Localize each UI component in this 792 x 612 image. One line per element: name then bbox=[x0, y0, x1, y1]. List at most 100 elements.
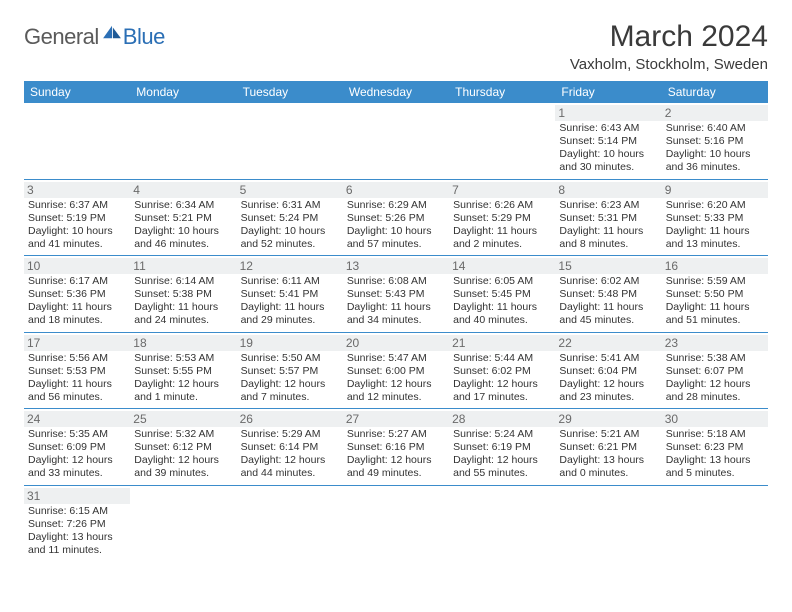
calendar-row: 10Sunrise: 6:17 AMSunset: 5:36 PMDayligh… bbox=[24, 256, 768, 333]
calendar-cell: 26Sunrise: 5:29 AMSunset: 6:14 PMDayligh… bbox=[237, 409, 343, 486]
sunrise-text: Sunrise: 5:50 AM bbox=[241, 352, 339, 365]
calendar-cell: 18Sunrise: 5:53 AMSunset: 5:55 PMDayligh… bbox=[130, 332, 236, 409]
daylight-text: Daylight: 12 hours and 7 minutes. bbox=[241, 378, 339, 404]
sunrise-text: Sunrise: 6:31 AM bbox=[241, 199, 339, 212]
day-number: 29 bbox=[555, 411, 661, 427]
sunset-text: Sunset: 6:23 PM bbox=[666, 441, 764, 454]
calendar-row: 17Sunrise: 5:56 AMSunset: 5:53 PMDayligh… bbox=[24, 332, 768, 409]
sunrise-text: Sunrise: 6:23 AM bbox=[559, 199, 657, 212]
sunset-text: Sunset: 5:45 PM bbox=[453, 288, 551, 301]
day-number: 4 bbox=[130, 182, 236, 198]
sunrise-text: Sunrise: 5:27 AM bbox=[347, 428, 445, 441]
calendar-cell bbox=[449, 485, 555, 561]
day-number: 9 bbox=[662, 182, 768, 198]
day-number: 30 bbox=[662, 411, 768, 427]
sunrise-text: Sunrise: 6:37 AM bbox=[28, 199, 126, 212]
day-number: 14 bbox=[449, 258, 555, 274]
sunrise-text: Sunrise: 5:59 AM bbox=[666, 275, 764, 288]
calendar-cell: 3Sunrise: 6:37 AMSunset: 5:19 PMDaylight… bbox=[24, 179, 130, 256]
daylight-text: Daylight: 10 hours and 41 minutes. bbox=[28, 225, 126, 251]
calendar-cell: 6Sunrise: 6:29 AMSunset: 5:26 PMDaylight… bbox=[343, 179, 449, 256]
calendar-row: 3Sunrise: 6:37 AMSunset: 5:19 PMDaylight… bbox=[24, 179, 768, 256]
daylight-text: Daylight: 10 hours and 46 minutes. bbox=[134, 225, 232, 251]
sunset-text: Sunset: 5:50 PM bbox=[666, 288, 764, 301]
day-number: 18 bbox=[130, 335, 236, 351]
daylight-text: Daylight: 11 hours and 56 minutes. bbox=[28, 378, 126, 404]
sunset-text: Sunset: 5:36 PM bbox=[28, 288, 126, 301]
weekday-header: Saturday bbox=[662, 81, 768, 103]
calendar-cell: 29Sunrise: 5:21 AMSunset: 6:21 PMDayligh… bbox=[555, 409, 661, 486]
calendar-cell: 23Sunrise: 5:38 AMSunset: 6:07 PMDayligh… bbox=[662, 332, 768, 409]
daylight-text: Daylight: 11 hours and 40 minutes. bbox=[453, 301, 551, 327]
sunrise-text: Sunrise: 6:26 AM bbox=[453, 199, 551, 212]
sunset-text: Sunset: 6:21 PM bbox=[559, 441, 657, 454]
sunrise-text: Sunrise: 6:02 AM bbox=[559, 275, 657, 288]
calendar-cell: 28Sunrise: 5:24 AMSunset: 6:19 PMDayligh… bbox=[449, 409, 555, 486]
calendar-cell: 4Sunrise: 6:34 AMSunset: 5:21 PMDaylight… bbox=[130, 179, 236, 256]
daylight-text: Daylight: 12 hours and 12 minutes. bbox=[347, 378, 445, 404]
day-number: 2 bbox=[662, 105, 768, 121]
calendar-cell: 15Sunrise: 6:02 AMSunset: 5:48 PMDayligh… bbox=[555, 256, 661, 333]
sunset-text: Sunset: 5:29 PM bbox=[453, 212, 551, 225]
day-number: 27 bbox=[343, 411, 449, 427]
day-number: 5 bbox=[237, 182, 343, 198]
day-number: 13 bbox=[343, 258, 449, 274]
sunset-text: Sunset: 6:04 PM bbox=[559, 365, 657, 378]
sunset-text: Sunset: 5:53 PM bbox=[28, 365, 126, 378]
sunset-text: Sunset: 5:14 PM bbox=[559, 135, 657, 148]
daylight-text: Daylight: 10 hours and 52 minutes. bbox=[241, 225, 339, 251]
day-number: 1 bbox=[555, 105, 661, 121]
calendar-cell bbox=[343, 103, 449, 179]
calendar-cell: 17Sunrise: 5:56 AMSunset: 5:53 PMDayligh… bbox=[24, 332, 130, 409]
calendar-cell: 13Sunrise: 6:08 AMSunset: 5:43 PMDayligh… bbox=[343, 256, 449, 333]
sunset-text: Sunset: 6:02 PM bbox=[453, 365, 551, 378]
sunrise-text: Sunrise: 6:14 AM bbox=[134, 275, 232, 288]
calendar-row: 31Sunrise: 6:15 AMSunset: 7:26 PMDayligh… bbox=[24, 485, 768, 561]
sunrise-text: Sunrise: 5:53 AM bbox=[134, 352, 232, 365]
daylight-text: Daylight: 12 hours and 44 minutes. bbox=[241, 454, 339, 480]
calendar-table: Sunday Monday Tuesday Wednesday Thursday… bbox=[24, 81, 768, 561]
daylight-text: Daylight: 11 hours and 51 minutes. bbox=[666, 301, 764, 327]
daylight-text: Daylight: 12 hours and 55 minutes. bbox=[453, 454, 551, 480]
sunrise-text: Sunrise: 5:29 AM bbox=[241, 428, 339, 441]
sunrise-text: Sunrise: 6:05 AM bbox=[453, 275, 551, 288]
daylight-text: Daylight: 10 hours and 36 minutes. bbox=[666, 148, 764, 174]
daylight-text: Daylight: 11 hours and 18 minutes. bbox=[28, 301, 126, 327]
calendar-row: 1Sunrise: 6:43 AMSunset: 5:14 PMDaylight… bbox=[24, 103, 768, 179]
weekday-header: Friday bbox=[555, 81, 661, 103]
calendar-cell: 14Sunrise: 6:05 AMSunset: 5:45 PMDayligh… bbox=[449, 256, 555, 333]
weekday-header: Tuesday bbox=[237, 81, 343, 103]
location-subtitle: Vaxholm, Stockholm, Sweden bbox=[570, 56, 768, 73]
sunrise-text: Sunrise: 5:41 AM bbox=[559, 352, 657, 365]
calendar-cell bbox=[130, 485, 236, 561]
calendar-cell: 1Sunrise: 6:43 AMSunset: 5:14 PMDaylight… bbox=[555, 103, 661, 179]
day-number: 6 bbox=[343, 182, 449, 198]
sunset-text: Sunset: 5:33 PM bbox=[666, 212, 764, 225]
daylight-text: Daylight: 12 hours and 28 minutes. bbox=[666, 378, 764, 404]
sunset-text: Sunset: 5:19 PM bbox=[28, 212, 126, 225]
sunrise-text: Sunrise: 6:40 AM bbox=[666, 122, 764, 135]
day-number: 23 bbox=[662, 335, 768, 351]
sunset-text: Sunset: 5:21 PM bbox=[134, 212, 232, 225]
day-number: 17 bbox=[24, 335, 130, 351]
sunrise-text: Sunrise: 6:17 AM bbox=[28, 275, 126, 288]
sunrise-text: Sunrise: 5:32 AM bbox=[134, 428, 232, 441]
daylight-text: Daylight: 11 hours and 29 minutes. bbox=[241, 301, 339, 327]
calendar-cell: 2Sunrise: 6:40 AMSunset: 5:16 PMDaylight… bbox=[662, 103, 768, 179]
sunset-text: Sunset: 6:07 PM bbox=[666, 365, 764, 378]
calendar-cell bbox=[130, 103, 236, 179]
day-number: 11 bbox=[130, 258, 236, 274]
day-number: 15 bbox=[555, 258, 661, 274]
daylight-text: Daylight: 11 hours and 45 minutes. bbox=[559, 301, 657, 327]
daylight-text: Daylight: 12 hours and 49 minutes. bbox=[347, 454, 445, 480]
day-number: 31 bbox=[24, 488, 130, 504]
calendar-cell: 31Sunrise: 6:15 AMSunset: 7:26 PMDayligh… bbox=[24, 485, 130, 561]
calendar-cell bbox=[24, 103, 130, 179]
day-number: 25 bbox=[130, 411, 236, 427]
calendar-cell: 30Sunrise: 5:18 AMSunset: 6:23 PMDayligh… bbox=[662, 409, 768, 486]
calendar-cell bbox=[343, 485, 449, 561]
day-number: 19 bbox=[237, 335, 343, 351]
month-title: March 2024 bbox=[570, 20, 768, 54]
daylight-text: Daylight: 11 hours and 34 minutes. bbox=[347, 301, 445, 327]
calendar-cell: 5Sunrise: 6:31 AMSunset: 5:24 PMDaylight… bbox=[237, 179, 343, 256]
